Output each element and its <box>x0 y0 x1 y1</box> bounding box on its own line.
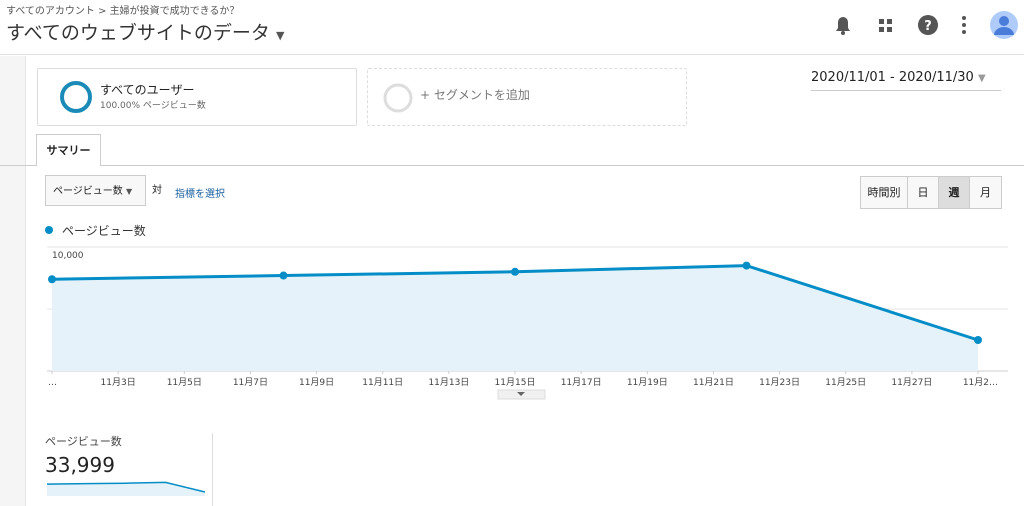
add-segment[interactable]: + セグメントを追加 <box>367 68 687 126</box>
metric-dropdown[interactable]: ページビュー数 ▼ <box>45 175 146 206</box>
sparkline-line <box>46 481 206 493</box>
select-metric-link[interactable]: 指標を選択 <box>175 189 225 200</box>
svg-text:?: ? <box>924 19 932 34</box>
period-button[interactable]: 日 <box>907 176 939 209</box>
sparkline-area <box>47 482 205 496</box>
legend-dot <box>45 226 53 234</box>
apps-icon[interactable] <box>879 19 892 32</box>
scorecard-value: 33,999 <box>45 453 115 477</box>
x-tick-label: 11月3日 <box>101 377 136 388</box>
sparkline <box>46 481 206 496</box>
point <box>974 336 982 344</box>
tab-divider <box>0 165 1024 166</box>
point <box>742 261 751 270</box>
date-range[interactable]: 2020/11/01 - 2020/11/30 ▼ <box>811 70 1001 91</box>
point <box>511 267 519 276</box>
view-title[interactable]: すべてのウェブサイトのデータ ▼ <box>6 18 284 45</box>
chart: ページビュー数 5,00010,000…11月3日11月5日11月7日11月9日… <box>45 223 1008 400</box>
add-segment-label: + セグメントを追加 <box>420 88 530 102</box>
versus: 対 <box>152 185 162 196</box>
point <box>48 275 56 284</box>
caret: ▼ <box>275 29 285 42</box>
metric-text: ページビュー数 <box>53 186 123 197</box>
view-title-text: すべてのウェブサイトのデータ <box>6 22 270 44</box>
x-tick-label: 11月15日 <box>495 377 536 388</box>
collapse-caret <box>517 392 525 396</box>
segment-name: すべてのユーザー <box>100 83 195 97</box>
x-tick-label: 11月27日 <box>891 377 932 388</box>
segment-card[interactable]: すべてのユーザー 100.00% ページビュー数 <box>37 68 357 126</box>
period-button[interactable]: 月 <box>969 176 1002 209</box>
x-tick-label: … <box>48 378 57 388</box>
help-icon[interactable]: ? <box>918 15 938 35</box>
segment-ring-empty <box>383 83 413 113</box>
caret: ▼ <box>977 73 986 84</box>
x-tick-label: 11月2… <box>963 377 998 388</box>
x-tick-label: 11月17日 <box>561 377 602 388</box>
side-panel <box>0 56 26 506</box>
x-tick-label: 11月9日 <box>299 377 334 388</box>
x-tick-label: 11月11日 <box>362 377 403 388</box>
x-tick-label: 11月7日 <box>233 377 268 388</box>
breadcrumb[interactable]: すべてのアカウント > 主婦が投資で成功できるか？ <box>6 6 240 17</box>
scorecard-label: ページビュー数 <box>45 435 122 448</box>
more-icon[interactable] <box>962 16 966 34</box>
header-divider <box>0 54 1024 55</box>
point <box>279 271 288 280</box>
x-tick-label: 11月23日 <box>759 377 800 388</box>
x-tick-label: 11月19日 <box>627 377 668 388</box>
header-icons: ? <box>836 11 1018 39</box>
segment-ring <box>60 81 92 113</box>
x-tick-label: 11月25日 <box>825 377 866 388</box>
segment-detail: 100.00% ページビュー数 <box>100 101 206 111</box>
date-range-text: 2020/11/01 - 2020/11/30 <box>811 70 974 85</box>
period-button[interactable]: 時間別 <box>860 176 908 209</box>
x-tick-label: 11月13日 <box>428 377 469 388</box>
area <box>52 265 978 371</box>
x-tick-label: 11月21日 <box>693 377 734 388</box>
caret: ▼ <box>126 187 133 196</box>
summary-tab[interactable]: サマリー <box>36 134 101 166</box>
avatar[interactable] <box>990 11 1018 39</box>
y-tick-label: 10,000 <box>52 251 84 261</box>
period-button[interactable]: 週 <box>938 176 970 209</box>
x-tick-label: 11月5日 <box>167 377 202 388</box>
legend-label: ページビュー数 <box>62 223 146 238</box>
scorecard-divider <box>212 433 213 506</box>
bell-icon[interactable] <box>836 17 850 35</box>
